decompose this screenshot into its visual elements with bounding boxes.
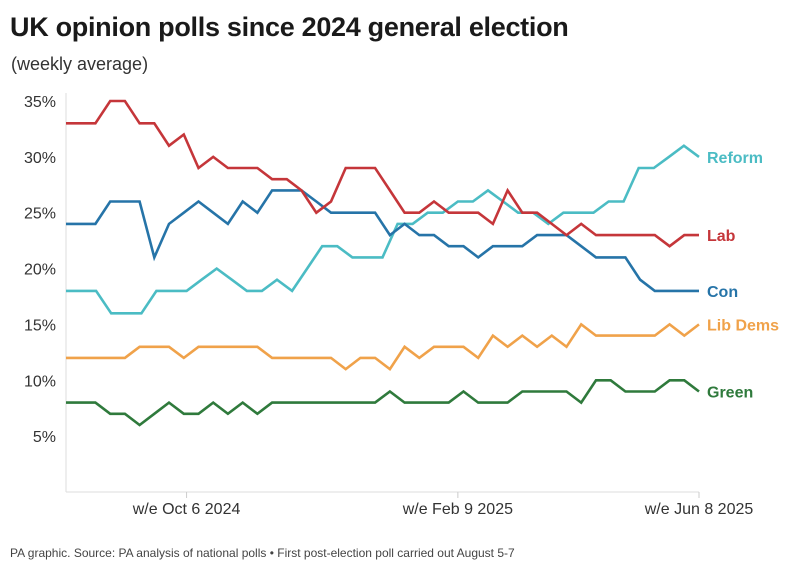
y-tick-label: 30% — [24, 150, 56, 167]
y-tick-label: 20% — [24, 262, 56, 279]
x-ticks-group: w/e Oct 6 2024 w/e Feb 9 2025 w/e Jun 8 20… — [132, 492, 754, 518]
y-tick-label: 25% — [24, 206, 56, 223]
x-tick-label: w/e Oct 6 2024 — [132, 501, 241, 518]
series-line-lib-dems — [66, 322, 700, 371]
source-footer: PA graphic. Source: PA analysis of natio… — [10, 546, 515, 560]
x-tick-label: w/e Jun 8 2025 — [644, 501, 754, 518]
y-tick-label: 5% — [33, 429, 56, 446]
y-tick-label: 15% — [24, 317, 56, 334]
series-line-lab — [66, 99, 699, 248]
series-label-lab: Lab — [707, 228, 736, 245]
axes-group — [65, 93, 699, 493]
series-lines-group — [66, 99, 700, 427]
chart-subtitle: (weekly average) — [11, 54, 149, 74]
series-label-reform: Reform — [707, 150, 763, 167]
series-labels-group: Reform Lab Con Lib Dems Green — [707, 150, 779, 402]
y-ticks-group: 5% 10% 15% 20% 25% 30% 35% — [24, 94, 56, 446]
x-tick-label: w/e Feb 9 2025 — [402, 501, 513, 518]
series-line-reform — [66, 144, 700, 315]
series-line-green — [66, 378, 700, 427]
y-tick-label: 35% — [24, 94, 56, 111]
series-line-con — [66, 189, 699, 293]
chart-title: UK opinion polls since 2024 general elec… — [10, 12, 569, 42]
series-label-green: Green — [707, 384, 753, 401]
series-label-con: Con — [707, 284, 738, 301]
series-label-lib-dems: Lib Dems — [707, 317, 779, 334]
y-tick-label: 10% — [24, 373, 56, 390]
